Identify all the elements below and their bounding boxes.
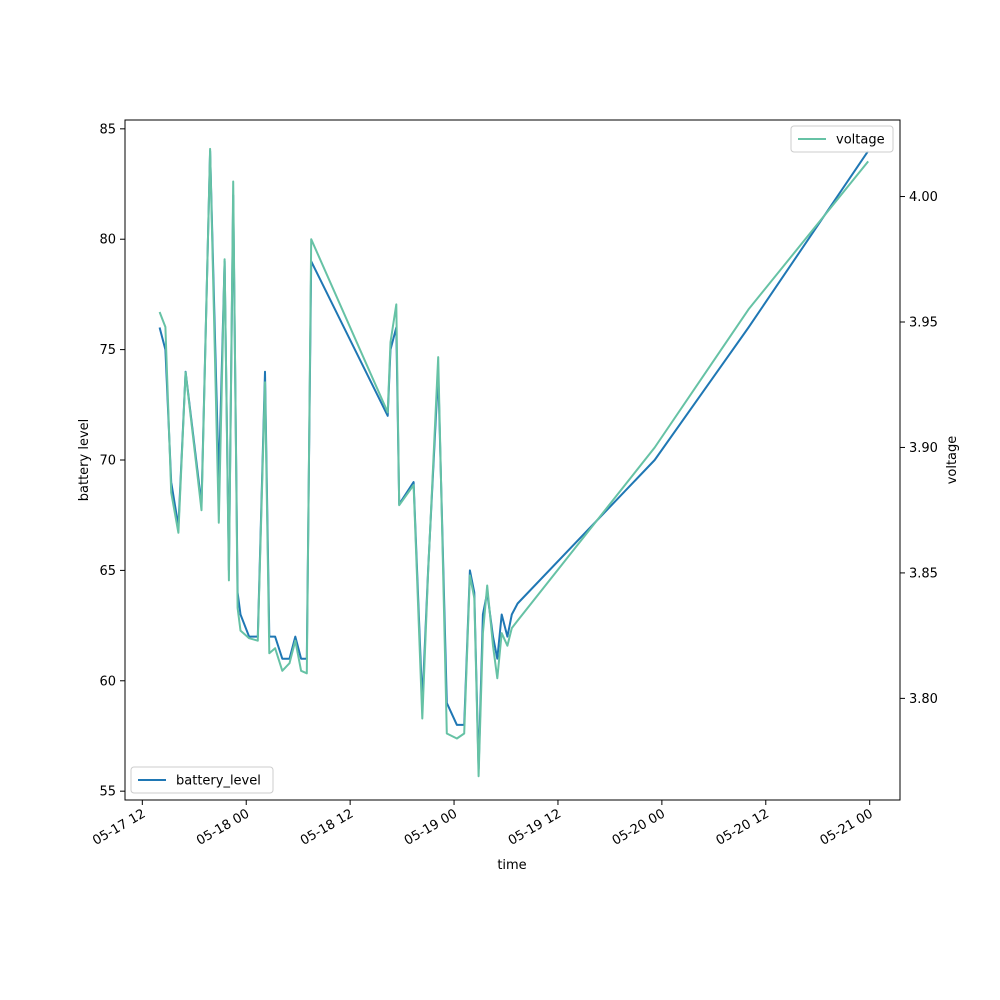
legend-voltage-label: voltage — [836, 133, 885, 148]
right-y-tick-label: 3.95 — [909, 315, 938, 330]
right-y-tick-label: 3.85 — [909, 566, 938, 581]
right-y-tick-label: 4.00 — [909, 190, 938, 205]
left-y-tick-label: 55 — [99, 785, 116, 800]
left-y-axis: 55 60 65 70 75 80 85 — [99, 122, 125, 800]
left-y-axis-title: battery level — [77, 419, 92, 502]
left-y-tick-label: 75 — [99, 343, 116, 358]
right-y-tick-label: 3.80 — [909, 692, 938, 707]
left-y-tick-label: 70 — [99, 454, 116, 469]
legend-voltage-box — [790, 125, 894, 153]
left-y-tick-label: 60 — [99, 674, 116, 689]
legend-battery-level-box — [130, 766, 274, 794]
legend-battery-level-label: battery_level — [176, 774, 261, 789]
left-y-tick-label: 85 — [99, 122, 116, 137]
legend-battery-level: battery_level — [130, 766, 274, 794]
legend-voltage: voltage — [790, 125, 894, 153]
x-axis-title: time — [497, 858, 526, 873]
right-y-axis-title: voltage — [945, 436, 960, 485]
left-y-tick-label: 80 — [99, 233, 116, 248]
right-y-axis: 3.80 3.85 3.90 3.95 4.00 — [900, 190, 938, 707]
series-line-voltage — [158, 147, 869, 778]
right-y-tick-label: 3.90 — [909, 441, 938, 456]
series-layer — [158, 147, 870, 778]
left-y-tick-label: 65 — [99, 564, 116, 579]
